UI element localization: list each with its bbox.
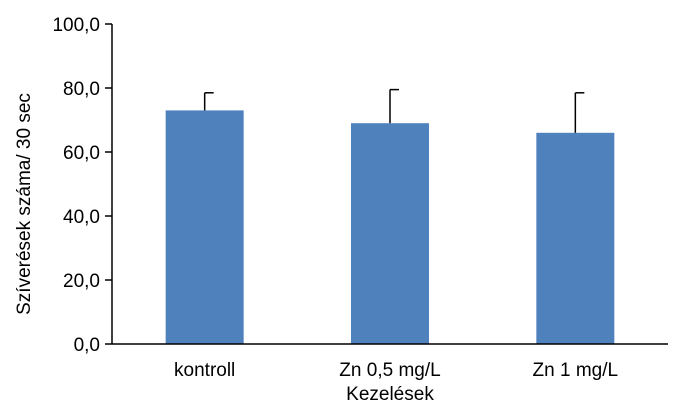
y-tick-label: 100,0: [52, 15, 100, 36]
x-category-label: Zn 0,5 mg/L: [339, 360, 440, 381]
y-tick-label: 0,0: [74, 335, 100, 356]
y-tick-label: 80,0: [63, 79, 100, 100]
y-tick-label: 40,0: [63, 207, 100, 228]
bar: [351, 123, 429, 344]
bar: [536, 132, 615, 344]
x-category-label: kontroll: [174, 360, 235, 381]
error-bars: [203, 88, 585, 133]
bar: [165, 110, 244, 345]
y-tick-label: 20,0: [63, 271, 100, 292]
y-axis-ticks: 0,0 20,0 40,0 60,0 80,0 100,0: [52, 15, 112, 356]
x-category-label: Zn 1 mg/L: [533, 360, 619, 381]
x-axis-title: Kezelések: [346, 384, 434, 405]
y-tick-label: 60,0: [63, 143, 100, 164]
bars: [165, 110, 615, 345]
x-axis-category-labels: kontroll Zn 0,5 mg/L Zn 1 mg/L: [174, 360, 618, 381]
axes: [111, 24, 668, 345]
y-axis-title: Szíverések száma/ 30 sec: [14, 93, 35, 315]
